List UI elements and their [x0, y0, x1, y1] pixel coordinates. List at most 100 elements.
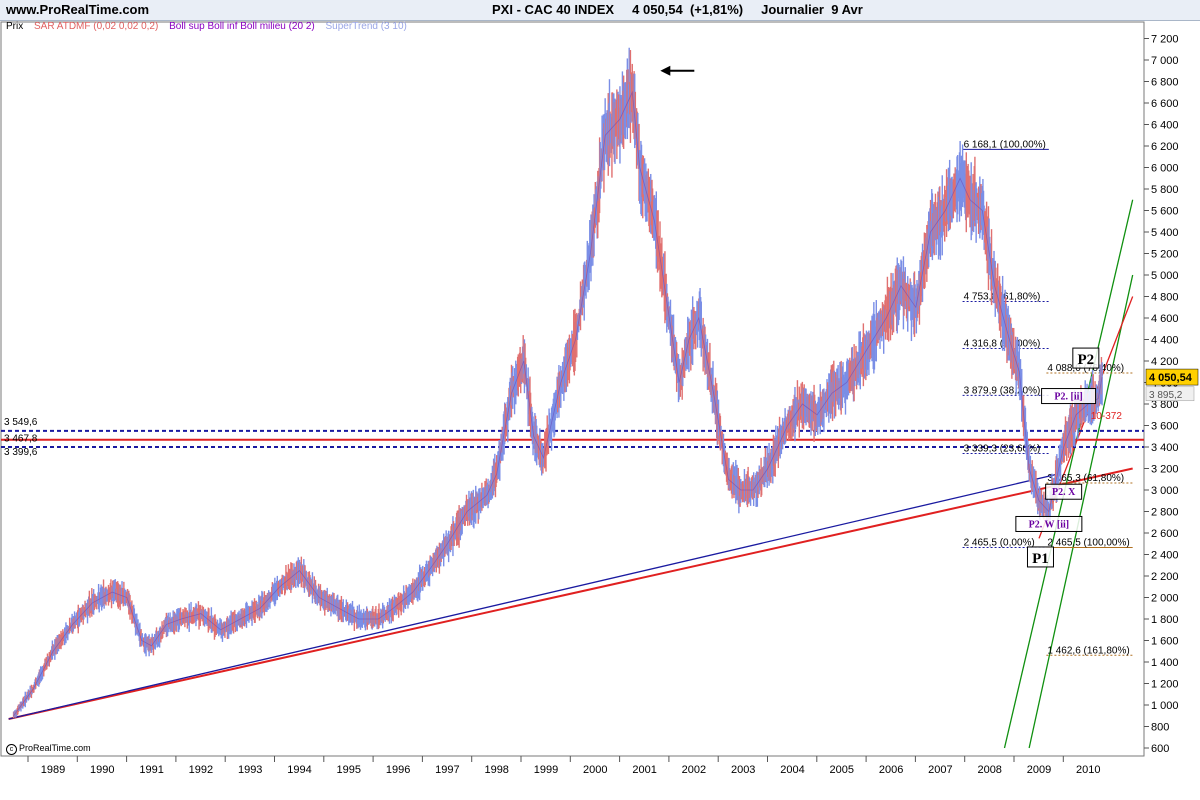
- y-tick-label: 1 600: [1151, 636, 1179, 648]
- plot-area: [0, 21, 1145, 757]
- y-tick-label: 3 600: [1151, 421, 1179, 433]
- fib-level-label-upper: 6 168,1 (100,00%): [964, 139, 1046, 150]
- horizontal-level-label: 3 549,6: [4, 417, 38, 428]
- fib-level-label-upper: 3 879,9 (38,20%): [964, 385, 1041, 396]
- wave-label: P2: [1077, 352, 1094, 368]
- y-tick-label: 2 000: [1151, 593, 1179, 605]
- fib-level-label-lower: 1 462,6 (161,80%): [1047, 645, 1129, 656]
- y-tick-label: 2 600: [1151, 528, 1179, 540]
- y-tick-label: 4 600: [1151, 313, 1179, 325]
- x-tick-label: 1994: [287, 764, 311, 776]
- wave-label: P1: [1032, 551, 1049, 567]
- indicator-legend: Prix SAR ATDMF (0,02 0,02 0,2) Boll sup …: [6, 21, 415, 32]
- legend-item-bollinger[interactable]: Boll sup Boll inf Boll milieu (20 2): [169, 21, 315, 32]
- x-tick-label: 2000: [583, 764, 607, 776]
- y-tick-label: 3 200: [1151, 464, 1179, 476]
- wave-label-box: [1026, 546, 1054, 568]
- y-tick-label: 4 800: [1151, 292, 1179, 304]
- y-tick-label: 6 600: [1151, 98, 1179, 110]
- annotation-value: 10-372: [1091, 411, 1123, 422]
- x-tick-label: 2004: [780, 764, 804, 776]
- wave-label: P2. X: [1052, 487, 1076, 498]
- y-tick-label: 6 400: [1151, 120, 1179, 132]
- legend-item-sar[interactable]: SAR ATDMF (0,02 0,02 0,2): [34, 21, 159, 32]
- x-tick-label: 2009: [1027, 764, 1051, 776]
- trendline-green2: [1028, 274, 1134, 749]
- y-tick-label: 7 200: [1151, 34, 1179, 46]
- y-tick-label: 6 000: [1151, 163, 1179, 175]
- x-tick-label: 2003: [731, 764, 755, 776]
- y-tick-label: 4 400: [1151, 335, 1179, 347]
- x-tick-label: 2010: [1076, 764, 1100, 776]
- horizontal-level-label: 3 399,6: [4, 447, 38, 458]
- wave-labels: P1 P2 P2. W [ii] P2. X P2. [ii] 10-372: [1015, 347, 1123, 568]
- trendline-red: [8, 467, 1133, 720]
- x-tick-label: 2002: [682, 764, 706, 776]
- price-line: [13, 90, 1103, 717]
- y-tick-label: 5 200: [1151, 249, 1179, 261]
- horizontal-levels: 3 549,6 3 467,8 3 399,6: [1, 417, 1144, 458]
- y-tick-label: 800: [1151, 722, 1169, 734]
- x-tick-label: 1992: [189, 764, 213, 776]
- x-tick-label: 1998: [484, 764, 508, 776]
- x-tick-label: 1993: [238, 764, 262, 776]
- copyright-text: ProRealTime.com: [19, 743, 91, 753]
- chart-title: PXI - CAC 40 INDEX 4 050,54 (+1,81%) Jou…: [492, 2, 863, 17]
- last-price-tag-label: 4 050,54: [1149, 372, 1193, 384]
- x-tick-label: 1999: [534, 764, 558, 776]
- copyright-icon: c: [6, 744, 17, 755]
- price-series: [12, 47, 1103, 719]
- x-tick-label: 2007: [928, 764, 952, 776]
- wave-label-box: [1041, 388, 1097, 405]
- y-tick-label: 1 200: [1151, 679, 1179, 691]
- y-tick-label: 2 400: [1151, 550, 1179, 562]
- x-axis: 1989 1990 1991 1992 1993 1994 1995 1996 1997 1998…: [27, 756, 1101, 776]
- y-tick-label: 5 400: [1151, 227, 1179, 239]
- stop-value-tag-label: 3 895,2: [1149, 390, 1183, 401]
- y-tick-label: 1 800: [1151, 614, 1179, 626]
- y-tick-label: 2 200: [1151, 571, 1179, 583]
- trendline-green1: [1003, 199, 1134, 749]
- trendline-blue: [8, 473, 1059, 720]
- wave-label: P2. W [ii]: [1029, 519, 1069, 530]
- legend-item-price[interactable]: Prix: [6, 21, 24, 32]
- y-axis: 600 800 1 000 1 200 1 400 1 600 1 800 2 000 2 20…: [1144, 34, 1179, 755]
- wave-label: P2. [ii]: [1054, 392, 1082, 403]
- copyright: c ProRealTime.com: [6, 743, 91, 755]
- y-tick-label: 5 800: [1151, 184, 1179, 196]
- y-tick-label: 6 800: [1151, 77, 1179, 89]
- y-tick-label: 3 000: [1151, 485, 1179, 497]
- y-tick-label: 3 400: [1151, 442, 1179, 454]
- x-tick-label: 1989: [41, 764, 65, 776]
- x-tick-label: 1996: [386, 764, 410, 776]
- fib-level-label-lower: 3 065,3 (61,80%): [1047, 473, 1124, 484]
- fib-level-label-upper: 3 339,3 (23,60%): [964, 444, 1041, 455]
- y-tick-label: 600: [1151, 743, 1169, 755]
- x-tick-label: 2008: [977, 764, 1001, 776]
- x-tick-label: 1997: [435, 764, 459, 776]
- chart-header: www.ProRealTime.com PXI - CAC 40 INDEX 4…: [0, 0, 1200, 21]
- x-tick-label: 1990: [90, 764, 114, 776]
- x-tick-label: 1991: [139, 764, 163, 776]
- fib-level-label-upper: 2 465,5 (0,00%): [964, 537, 1035, 548]
- stop-value-tag: [1145, 386, 1195, 402]
- wave-label-box: [1015, 515, 1083, 532]
- y-tick-label: 7 000: [1151, 55, 1179, 67]
- price-tags: 4 050,54 3 895,2: [1145, 368, 1199, 402]
- legend-item-supertrend[interactable]: SuperTrend (3 10): [325, 21, 407, 32]
- trendlines: [8, 199, 1134, 749]
- y-tick-label: 4 200: [1151, 356, 1179, 368]
- peak-arrow: [660, 65, 695, 76]
- x-tick-label: 2006: [879, 764, 903, 776]
- y-tick-label: 5 000: [1151, 270, 1179, 282]
- x-tick-label: 2001: [632, 764, 656, 776]
- last-price-tag: [1145, 368, 1199, 386]
- y-tick-label: 1 000: [1151, 700, 1179, 712]
- y-tick-label: 6 200: [1151, 141, 1179, 153]
- y-tick-label: 5 600: [1151, 206, 1179, 218]
- wave-label-box: [1072, 347, 1100, 369]
- site-name[interactable]: www.ProRealTime.com: [6, 2, 150, 17]
- arrow-head-icon: [660, 65, 671, 76]
- y-tick-label: 1 400: [1151, 657, 1179, 669]
